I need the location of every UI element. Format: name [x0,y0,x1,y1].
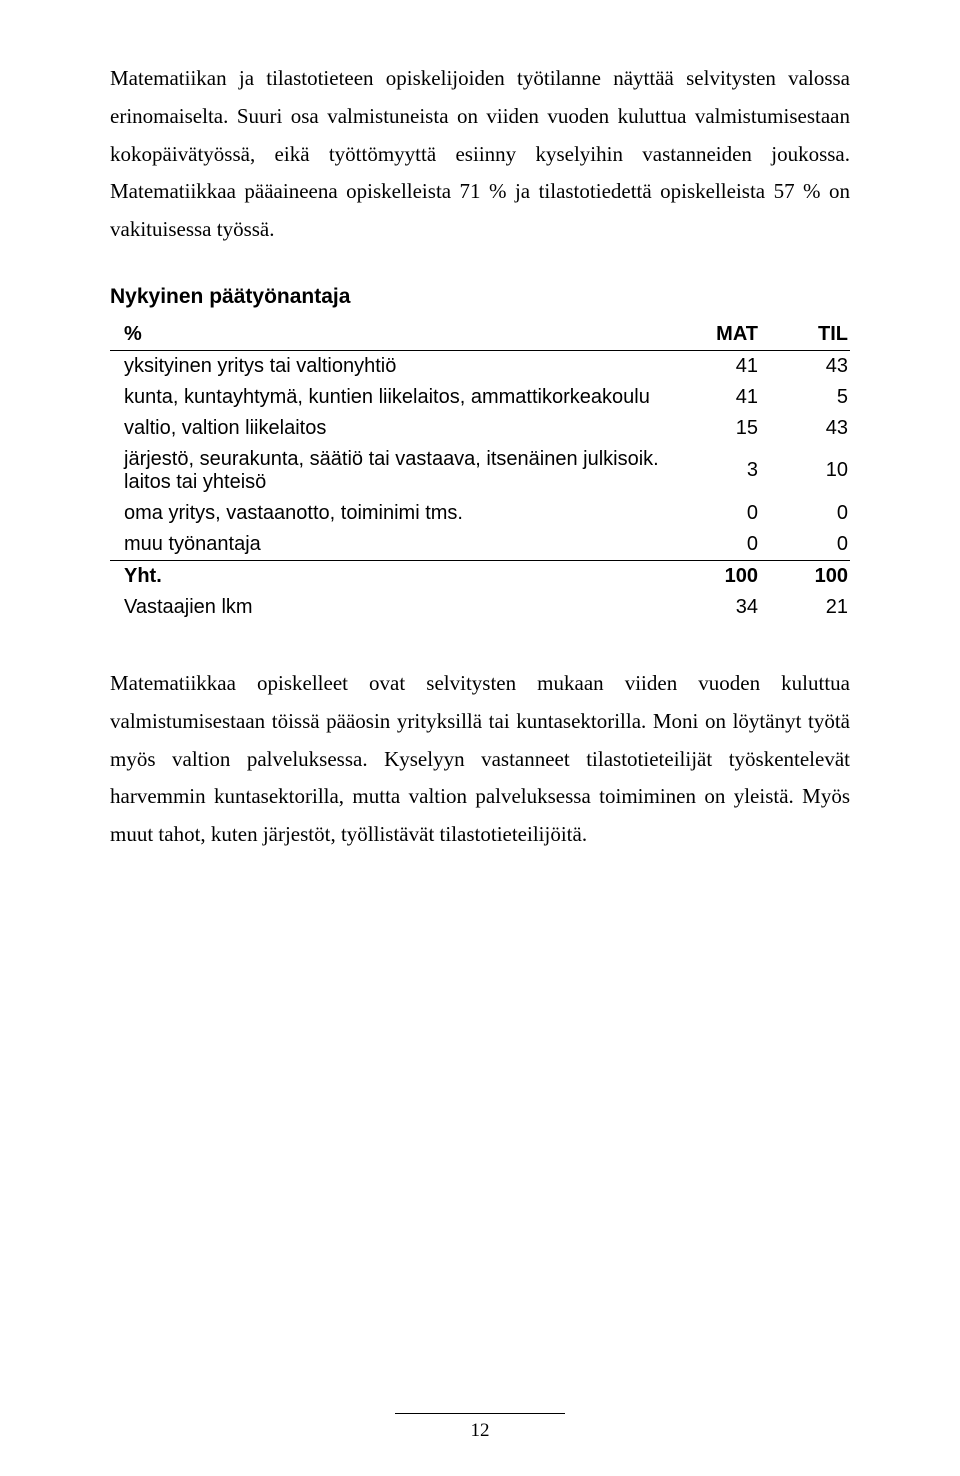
respondents-mat: 34 [670,592,760,623]
row-label: valtio, valtion liikelaitos [110,413,670,444]
footer-rule [395,1413,565,1414]
table-row: kunta, kuntayhtymä, kuntien liikelaitos,… [110,382,850,413]
table-header-mat: MAT [670,319,760,351]
respondents-label: Vastaajien lkm [110,592,670,623]
intro-paragraph: Matematiikan ja tilastotieteen opiskelij… [110,60,850,249]
row-mat: 0 [670,498,760,529]
row-til: 43 [760,413,850,444]
row-label: kunta, kuntayhtymä, kuntien liikelaitos,… [110,382,670,413]
table-title: Nykyinen päätyönantaja [110,285,850,309]
table-header-pct: % [110,319,670,351]
table-row: valtio, valtion liikelaitos 15 43 [110,413,850,444]
total-label: Yht. [110,560,670,592]
conclusion-paragraph: Matematiikkaa opiskelleet ovat selvityst… [110,665,850,854]
row-label: oma yritys, vastaanotto, toiminimi tms. [110,498,670,529]
row-mat: 15 [670,413,760,444]
page-footer: 12 [0,1413,960,1442]
table-header-til: TIL [760,319,850,351]
table-total-row: Yht. 100 100 [110,560,850,592]
row-label: muu työnantaja [110,529,670,561]
page-number: 12 [471,1420,490,1441]
table-respondents-row: Vastaajien lkm 34 21 [110,592,850,623]
row-til: 5 [760,382,850,413]
row-til: 43 [760,350,850,382]
row-til: 10 [760,444,850,498]
row-til: 0 [760,498,850,529]
total-mat: 100 [670,560,760,592]
respondents-til: 21 [760,592,850,623]
table-row: järjestö, seurakunta, säätiö tai vastaav… [110,444,850,498]
table-row: muu työnantaja 0 0 [110,529,850,561]
row-til: 0 [760,529,850,561]
total-til: 100 [760,560,850,592]
row-mat: 0 [670,529,760,561]
employer-table: % MAT TIL yksityinen yritys tai valtiony… [110,319,850,623]
table-row: oma yritys, vastaanotto, toiminimi tms. … [110,498,850,529]
row-label: yksityinen yritys tai valtionyhtiö [110,350,670,382]
row-label: järjestö, seurakunta, säätiö tai vastaav… [110,444,670,498]
row-mat: 3 [670,444,760,498]
row-mat: 41 [670,382,760,413]
row-mat: 41 [670,350,760,382]
table-row: yksityinen yritys tai valtionyhtiö 41 43 [110,350,850,382]
